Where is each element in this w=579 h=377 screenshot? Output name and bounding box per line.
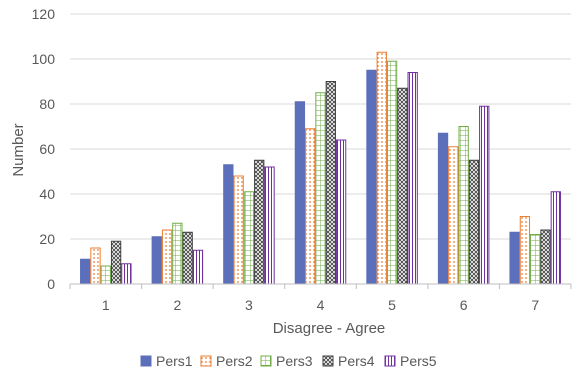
bar-pers3-cat-4 bbox=[315, 92, 326, 285]
legend-swatch-pers2 bbox=[200, 355, 212, 367]
bar-pers2-cat-6 bbox=[448, 146, 459, 285]
legend-swatch-pers1 bbox=[140, 355, 152, 367]
bar-pers5-cat-2 bbox=[192, 249, 204, 285]
y-tick-label: 80 bbox=[39, 96, 55, 112]
y-tick-label: 0 bbox=[47, 276, 55, 292]
x-axis-title: Disagree - Agree bbox=[273, 320, 386, 337]
y-tick-label: 120 bbox=[32, 6, 56, 22]
bar-pers4-cat-6 bbox=[468, 159, 480, 285]
bar-pers2-cat-2 bbox=[161, 229, 173, 285]
bar-pers4-cat-5 bbox=[397, 87, 408, 285]
bar-pers3-cat-6 bbox=[458, 126, 469, 285]
x-tick-label: 3 bbox=[245, 297, 253, 313]
x-tick-label: 7 bbox=[531, 297, 539, 313]
y-axis-ticks: 0 20 40 60 80 100 120 bbox=[32, 6, 56, 292]
x-tick-label: 1 bbox=[102, 297, 110, 313]
bars bbox=[80, 51, 561, 285]
x-axis bbox=[69, 283, 572, 289]
legend-swatch-pers4 bbox=[322, 355, 334, 367]
bar-pers5-cat-3 bbox=[264, 166, 275, 285]
bar-pers1-cat-3 bbox=[223, 164, 234, 285]
x-tick-label: 2 bbox=[173, 297, 181, 313]
y-tick-label: 60 bbox=[39, 141, 55, 157]
bar-pers5-cat-5 bbox=[407, 72, 418, 285]
x-axis-ticks: 1 2 3 4 5 6 7 bbox=[102, 297, 539, 313]
bar-pers2-cat-4 bbox=[305, 128, 316, 285]
bar-pers1-cat-1 bbox=[80, 258, 91, 285]
bar-pers2-cat-3 bbox=[233, 175, 244, 285]
legend-label-pers1: Pers1 bbox=[156, 353, 193, 369]
y-tick-label: 40 bbox=[39, 186, 55, 202]
bar-pers3-cat-5 bbox=[386, 60, 398, 285]
bar-pers3-cat-2 bbox=[172, 222, 183, 285]
bar-pers5-cat-4 bbox=[335, 139, 347, 285]
bar-pers4-cat-7 bbox=[540, 229, 551, 285]
legend-label-pers5: Pers5 bbox=[400, 353, 437, 369]
bar-pers1-cat-5 bbox=[366, 69, 377, 285]
bar-pers4-cat-2 bbox=[182, 231, 193, 285]
bar-pers1-cat-4 bbox=[294, 101, 306, 285]
bar-pers4-cat-4 bbox=[325, 81, 336, 285]
bar-pers2-cat-1 bbox=[90, 247, 101, 285]
bar-pers5-cat-1 bbox=[121, 263, 132, 285]
bar-pers1-cat-7 bbox=[509, 231, 520, 285]
x-tick-label: 4 bbox=[317, 297, 325, 313]
bar-pers1-cat-2 bbox=[151, 236, 162, 285]
y-tick-label: 100 bbox=[32, 51, 56, 67]
bar-pers4-cat-1 bbox=[110, 240, 122, 285]
bar-pers3-cat-7 bbox=[530, 234, 541, 285]
legend: Pers1 Pers2 Pers3 Pers4 Pers5 bbox=[140, 353, 437, 369]
y-axis-title: Number bbox=[10, 123, 27, 176]
legend-label-pers3: Pers3 bbox=[276, 353, 313, 369]
legend-label-pers2: Pers2 bbox=[216, 353, 253, 369]
bar-pers3-cat-1 bbox=[100, 265, 111, 285]
bar-pers5-cat-7 bbox=[550, 191, 561, 285]
legend-swatch-pers3 bbox=[260, 355, 272, 367]
bar-pers2-cat-7 bbox=[519, 216, 531, 285]
x-tick-label: 6 bbox=[460, 297, 468, 313]
bar-pers2-cat-5 bbox=[376, 51, 387, 285]
bar-pers4-cat-3 bbox=[254, 159, 265, 285]
bar-pers3-cat-3 bbox=[243, 191, 255, 285]
bar-pers5-cat-6 bbox=[479, 105, 490, 285]
legend-swatch-pers5 bbox=[384, 355, 396, 367]
x-tick-label: 5 bbox=[388, 297, 396, 313]
bar-pers1-cat-6 bbox=[437, 132, 449, 285]
legend-label-pers4: Pers4 bbox=[338, 353, 375, 369]
y-tick-label: 20 bbox=[39, 231, 55, 247]
